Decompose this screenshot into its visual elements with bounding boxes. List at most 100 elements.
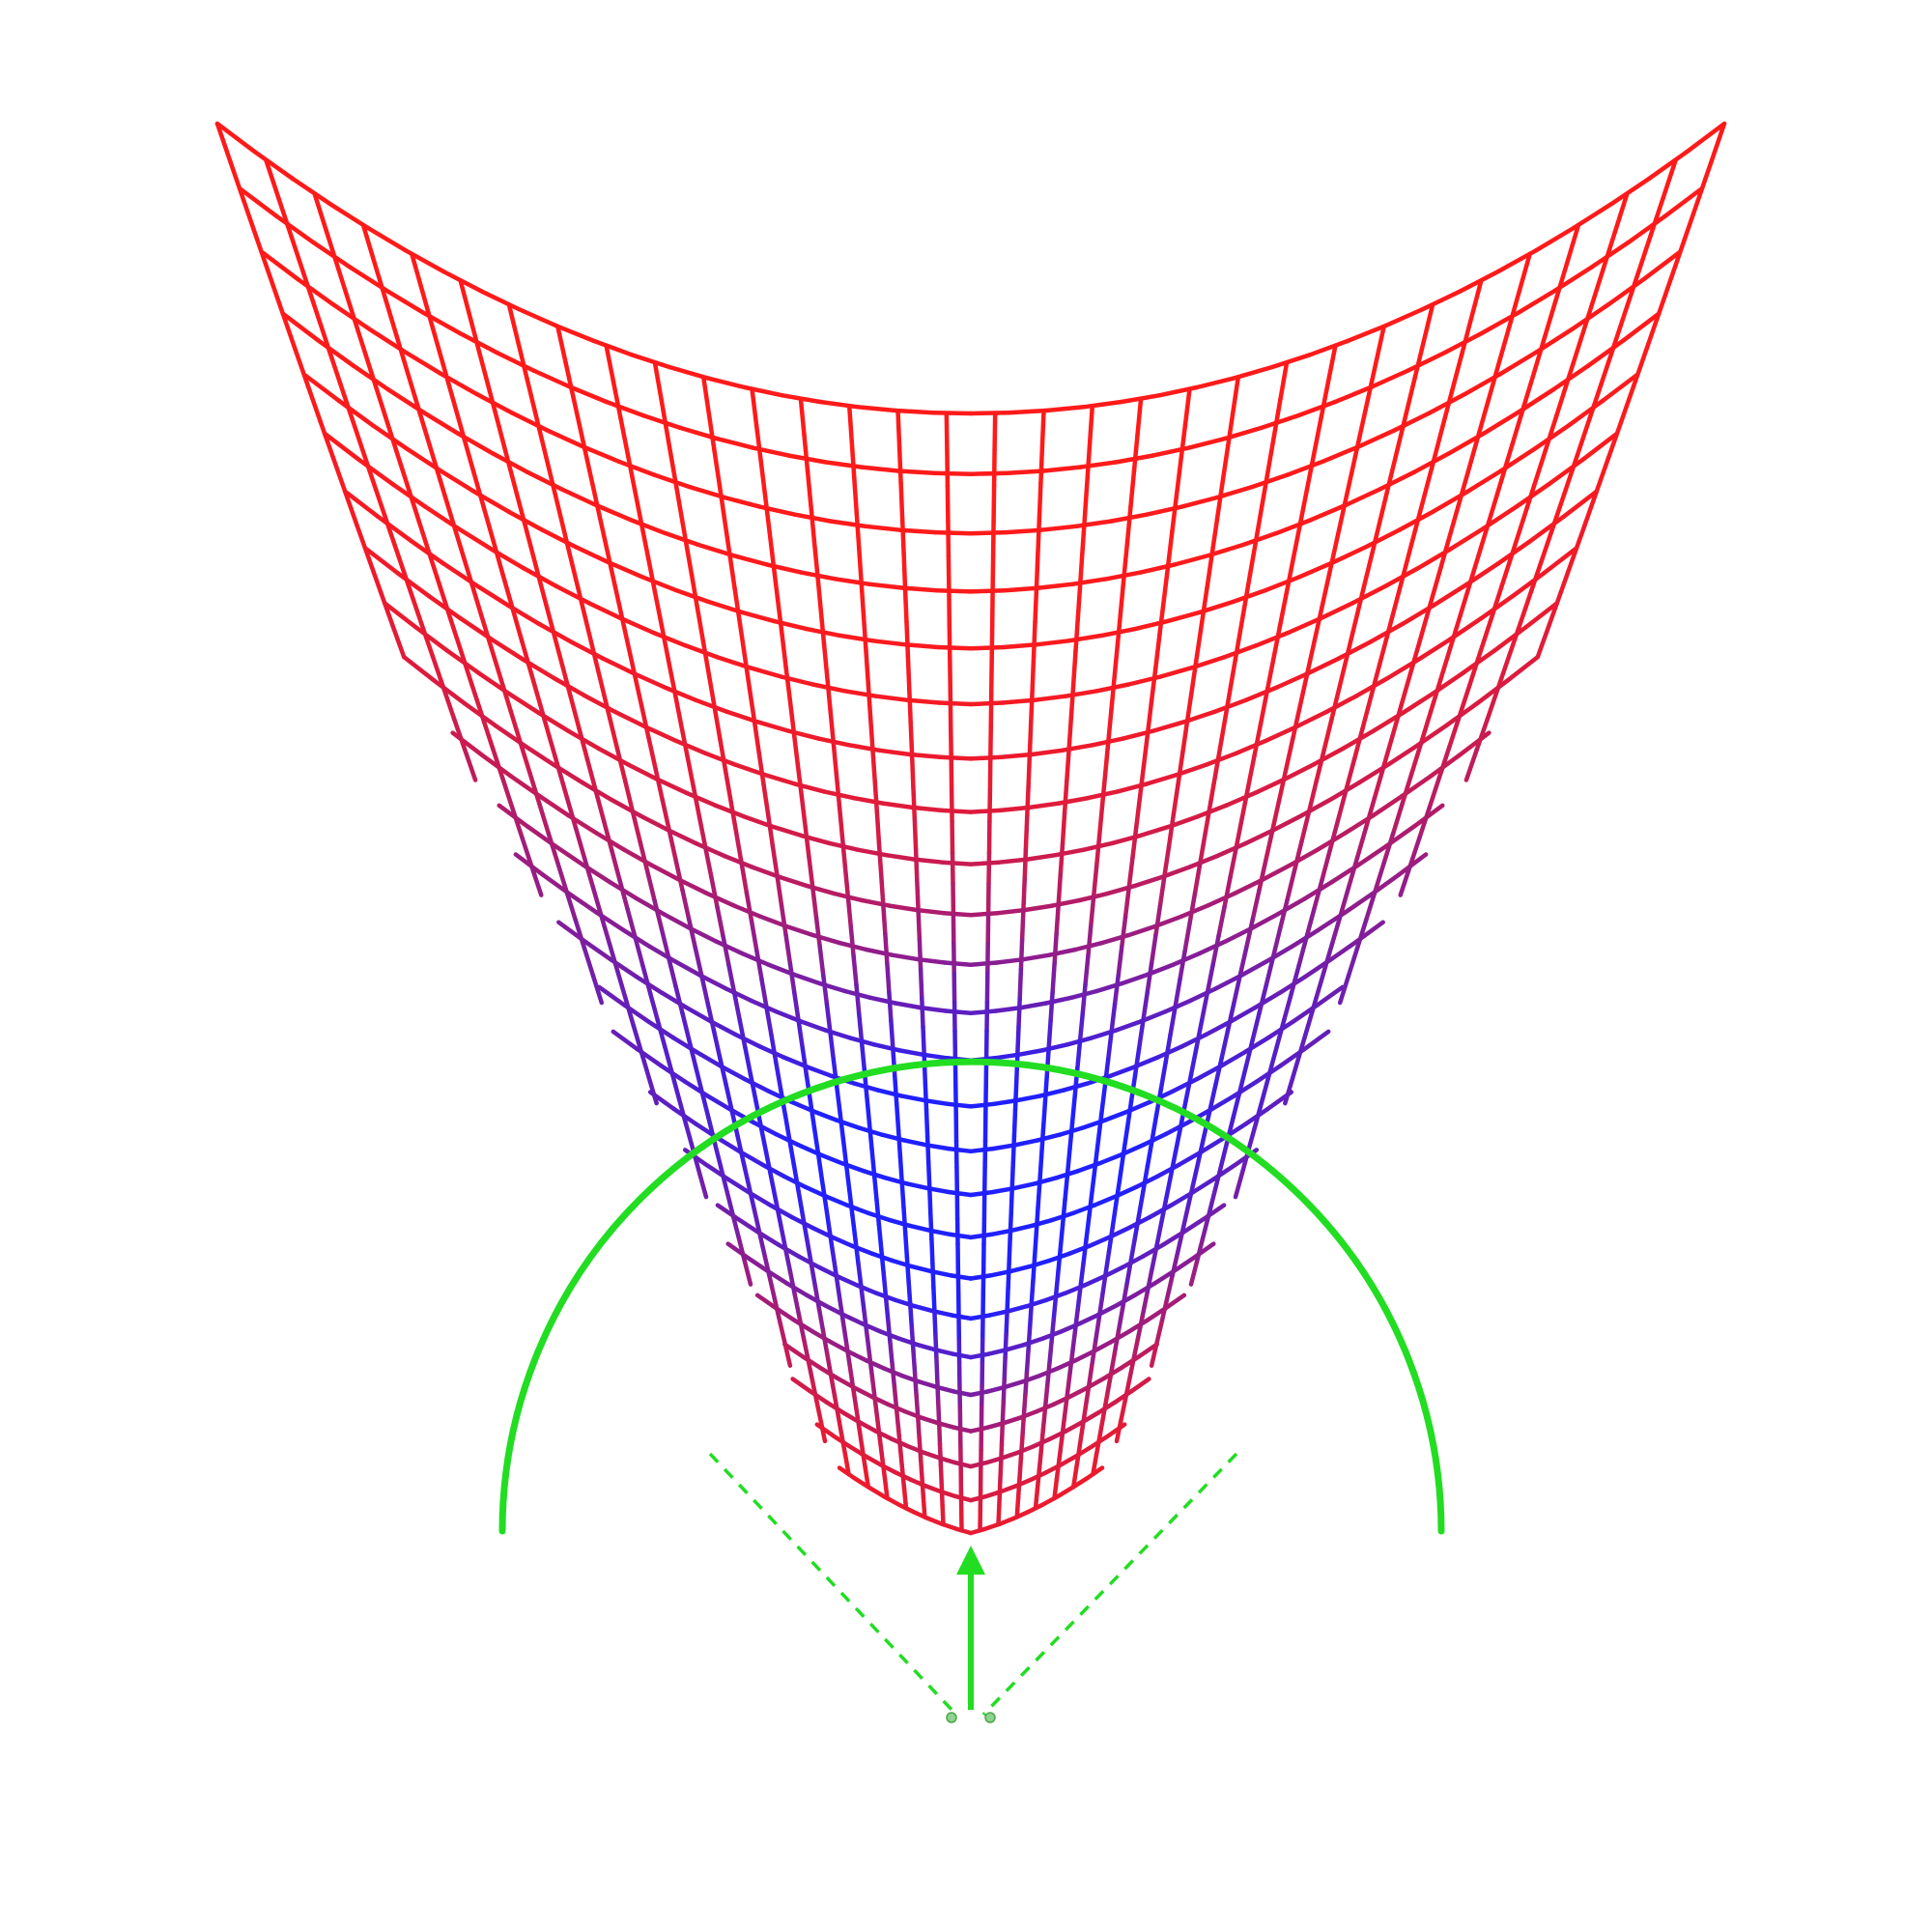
mesh-row-line [800, 1353, 823, 1371]
mesh-row-line [1264, 574, 1302, 592]
mesh-row-line [677, 877, 709, 895]
mesh-column-line [845, 895, 854, 929]
mesh-column-line [254, 237, 272, 279]
mesh-column-line [859, 581, 867, 620]
mesh-column-line [1062, 1396, 1069, 1422]
mesh-column-line [754, 949, 764, 982]
mesh-column-line [922, 1052, 928, 1085]
mesh-row-line [719, 1064, 748, 1082]
mesh-column-line [1314, 969, 1326, 1002]
mesh-column-line [912, 815, 919, 852]
mesh-row-line [695, 1050, 724, 1069]
mesh-column-line [1065, 1146, 1072, 1178]
mesh-row-line [762, 772, 797, 786]
mesh-column-line [749, 920, 759, 953]
mesh-column-line [1036, 516, 1042, 556]
mesh-column-line [644, 868, 657, 903]
mesh-row-line [968, 1232, 994, 1240]
mesh-column-line [1218, 1141, 1230, 1171]
mesh-column-line [1080, 1406, 1088, 1431]
mesh-column-line [847, 1363, 856, 1390]
mesh-column-line [782, 1342, 793, 1368]
mesh-row-line [1006, 408, 1049, 415]
mesh-row-line [355, 457, 394, 486]
mesh-column-line [646, 735, 658, 772]
mesh-column-line [394, 448, 411, 489]
mesh-column-line [1184, 1182, 1196, 1212]
mesh-column-line [917, 937, 923, 972]
mesh-column-line [990, 554, 996, 594]
mesh-column-line [807, 855, 815, 891]
mesh-row-line [1125, 1318, 1150, 1335]
mesh-column-line [1166, 812, 1176, 849]
mesh-column-line [1099, 771, 1108, 808]
mesh-row-line [968, 700, 1005, 707]
mesh-column-line [787, 1138, 797, 1169]
mesh-column-line [1086, 924, 1094, 958]
mesh-row-line [1274, 517, 1314, 536]
mesh-row-line [376, 514, 413, 543]
mesh-column-line [647, 990, 661, 1023]
mesh-column-line [1612, 191, 1630, 235]
mesh-row-line [989, 1185, 1016, 1195]
mesh-column-line [1014, 1495, 1021, 1520]
mesh-column-line [1305, 996, 1319, 1028]
mesh-row-line [1197, 939, 1228, 956]
mesh-column-line [933, 1332, 939, 1360]
mesh-column-line [1518, 588, 1534, 626]
mesh-column-line [1488, 584, 1504, 623]
mesh-column-line [659, 926, 671, 960]
mesh-row-line [968, 1101, 997, 1109]
mesh-row-line [932, 470, 974, 476]
mesh-column-line [683, 1122, 696, 1151]
mesh-column-line [1081, 1236, 1089, 1266]
mesh-column-line [805, 1236, 813, 1265]
mesh-column-line [846, 403, 855, 445]
mesh-column-line [867, 1352, 875, 1379]
mesh-column-line [1285, 868, 1297, 903]
mesh-row-line [1391, 411, 1433, 433]
mesh-column-line [1066, 714, 1074, 752]
mesh-row-line [1077, 460, 1119, 469]
mesh-column-line [1253, 1096, 1265, 1126]
mesh-row-line [659, 990, 689, 1010]
mesh-column-line [1198, 830, 1208, 866]
mesh-column-line [787, 697, 797, 735]
mesh-column-line [791, 729, 801, 767]
mesh-row-line [1003, 1379, 1025, 1390]
mesh-row-line [742, 1076, 771, 1094]
mesh-column-line [830, 1250, 839, 1279]
mesh-column-line [1370, 517, 1383, 556]
mesh-column-line [1130, 824, 1139, 860]
mesh-row-line [943, 1009, 974, 1016]
mesh-column-line [1312, 877, 1324, 912]
mesh-column-line [663, 1044, 674, 1076]
mesh-column-line [567, 552, 581, 590]
mesh-column-line [264, 157, 281, 201]
mesh-column-line [796, 1188, 806, 1218]
mesh-column-line [1126, 855, 1135, 891]
mesh-column-line [1373, 861, 1386, 895]
mesh-column-line [558, 517, 572, 556]
mesh-column-line [591, 651, 605, 689]
mesh-column-line [1233, 1171, 1245, 1200]
mesh-column-line [895, 1427, 903, 1452]
mesh-column-line [773, 1298, 782, 1326]
mesh-row-line [1082, 1274, 1106, 1288]
mesh-column-line [988, 656, 994, 696]
mesh-column-line [783, 932, 793, 967]
mesh-row-line [1002, 585, 1041, 593]
mesh-row-line [884, 852, 917, 862]
mesh-column-line [1520, 371, 1537, 412]
mesh-column-line [1292, 839, 1304, 874]
mesh-row-line [516, 306, 559, 328]
mesh-column-line [461, 434, 476, 474]
mesh-column-line [1163, 1174, 1174, 1204]
mesh-column-line [1024, 1349, 1031, 1376]
mesh-column-line [936, 1421, 943, 1447]
mesh-row-line [1356, 428, 1397, 449]
mesh-row-line [968, 1273, 993, 1281]
mesh-row-line [941, 910, 974, 918]
mesh-column-line [834, 771, 842, 808]
mesh-column-line [860, 1446, 867, 1470]
